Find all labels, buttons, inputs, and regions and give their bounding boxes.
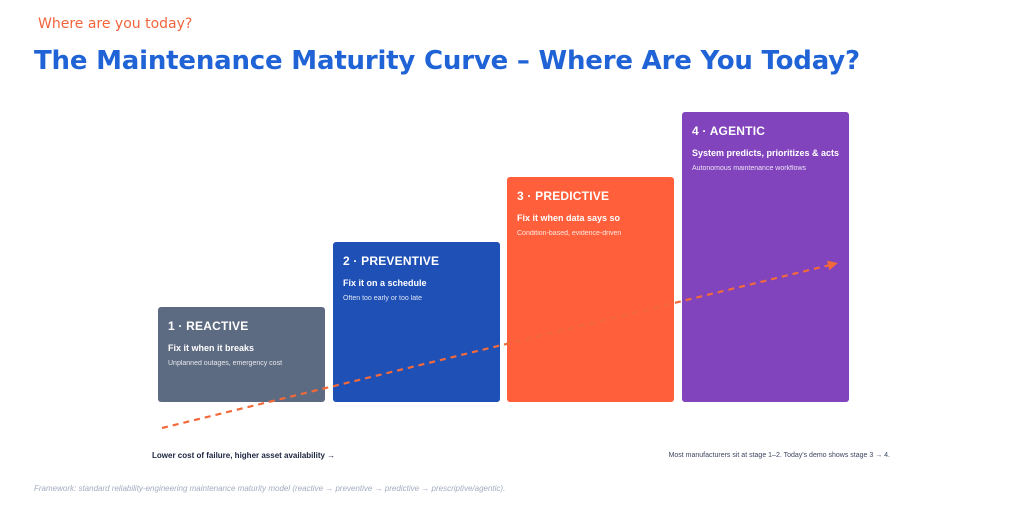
stage-description: Condition-based, evidence-driven (517, 230, 622, 237)
footer-note: Framework: standard reliability-engineer… (34, 484, 506, 493)
stage-description: Unplanned outages, emergency cost (168, 360, 283, 367)
stage-headline: Fix it on a schedule (343, 278, 427, 288)
stage-card-predictive: 3 · PREDICTIVE Fix it when data says so … (507, 177, 674, 402)
stage-description: Often too early or too late (343, 295, 422, 302)
axis-caption: Lower cost of failure, higher asset avai… (152, 451, 336, 460)
stage-note: Most manufacturers sit at stage 1–2. Tod… (668, 452, 890, 459)
stage-title: 3 · PREDICTIVE (517, 189, 610, 203)
stage-headline: Fix it when it breaks (168, 343, 255, 353)
stage-headline: Fix it when data says so (517, 213, 621, 223)
stage-card-preventive: 2 · PREVENTIVE Fix it on a schedule Ofte… (333, 242, 500, 402)
stage-title: 4 · AGENTIC (692, 124, 766, 138)
stage-card-reactive: 1 · REACTIVE Fix it when it breaks Unpla… (158, 307, 325, 402)
stage-description: Autonomous maintenance workflows (692, 165, 807, 172)
stage-title: 2 · PREVENTIVE (343, 254, 440, 268)
stage-headline: System predicts, prioritizes & acts (692, 148, 840, 158)
page-title: The Maintenance Maturity Curve – Where A… (34, 46, 860, 76)
section-eyebrow: Where are you today? (38, 16, 193, 32)
stage-title: 1 · REACTIVE (168, 319, 249, 333)
stage-card-agentic: 4 · AGENTIC System predicts, prioritizes… (682, 112, 849, 402)
